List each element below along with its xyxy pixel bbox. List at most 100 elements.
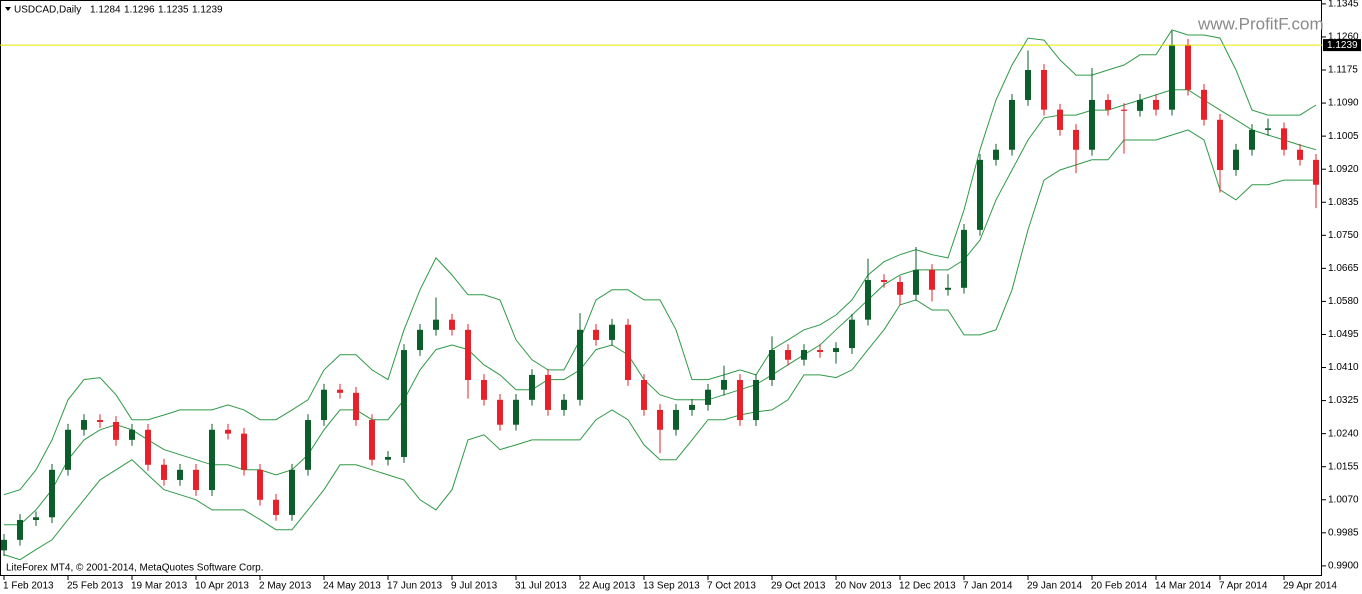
candle-body: [1217, 119, 1223, 170]
watermark: www.ProfitF.com: [1197, 14, 1324, 33]
candle-body: [577, 329, 583, 400]
candle-body: [1169, 44, 1175, 110]
candle-body: [913, 269, 919, 295]
candle-body: [705, 389, 711, 405]
candle-body: [113, 421, 119, 440]
copyright: LiteForex MT4, © 2001-2014, MetaQuotes S…: [6, 563, 264, 574]
candle-body: [1201, 89, 1207, 120]
candle-body: [225, 429, 231, 434]
candle-body: [417, 329, 423, 351]
candle-body: [1073, 129, 1079, 150]
candle-body: [961, 229, 967, 288]
candle-body: [1265, 128, 1271, 130]
candle-body: [1297, 149, 1303, 160]
candle-body: [609, 324, 615, 340]
candle-body: [241, 433, 247, 470]
candle-body: [273, 499, 279, 515]
y-tick-label: 1.0835: [1328, 197, 1359, 208]
x-tick-label: 24 May 2013: [323, 581, 381, 592]
candle-body: [1089, 99, 1095, 150]
candle-body: [33, 517, 39, 520]
x-tick-label: 1 Feb 2013: [3, 581, 54, 592]
candle-body: [737, 379, 743, 421]
candle-body: [561, 399, 567, 410]
plot-frame: [0, 0, 1322, 576]
band-upper: [3, 29, 1317, 496]
candle-body: [257, 469, 263, 500]
x-tick-label: 19 Mar 2013: [131, 581, 188, 592]
candle-body: [801, 350, 807, 360]
x-tick-label: 14 Mar 2014: [1155, 581, 1212, 592]
candle-body: [1185, 44, 1191, 90]
candle-body: [993, 149, 999, 160]
candle-body: [513, 399, 519, 425]
candle-body: [465, 329, 471, 380]
candle-body: [529, 374, 535, 400]
x-tick-label: 20 Nov 2013: [835, 581, 892, 592]
candle-body: [49, 469, 55, 518]
candle-body: [145, 429, 151, 465]
candle-body: [177, 469, 183, 480]
candle-body: [289, 469, 295, 515]
candle-body: [849, 319, 855, 349]
candle-body: [593, 329, 599, 340]
candle-body: [769, 350, 775, 380]
header-close: 1.1239: [192, 5, 223, 16]
candle-body: [449, 319, 455, 330]
candle-body: [209, 429, 215, 491]
candle-body: [1009, 99, 1015, 150]
y-tick-label: 1.0580: [1328, 296, 1359, 307]
y-tick-label: 1.0070: [1328, 494, 1359, 505]
candle-body: [929, 269, 935, 290]
y-tick-label: 1.0920: [1328, 164, 1359, 175]
candle-body: [1121, 109, 1127, 111]
candle-body: [1041, 70, 1047, 110]
candle-body: [1105, 99, 1111, 110]
candle-body: [865, 280, 871, 320]
candle-body: [977, 159, 983, 230]
y-tick-label: 1.1345: [1328, 0, 1359, 10]
candle-body: [1137, 99, 1143, 111]
candle-body: [817, 350, 823, 352]
y-tick-label: 1.1090: [1328, 98, 1359, 109]
candle-body: [65, 429, 71, 470]
y-tick-label: 1.0155: [1328, 461, 1359, 472]
candle-body: [481, 379, 487, 400]
candle-body: [385, 456, 391, 460]
y-tick-label: 0.9900: [1328, 561, 1359, 572]
candle-body: [881, 280, 887, 282]
x-tick-label: 22 Aug 2013: [579, 581, 636, 592]
price-label-box: [1323, 39, 1361, 52]
candle-body: [1153, 99, 1159, 110]
x-tick-label: 2 May 2013: [259, 581, 312, 592]
x-tick-label: 29 Apr 2014: [1283, 581, 1337, 592]
menu-arrow[interactable]: [5, 7, 11, 11]
candle-body: [305, 420, 311, 470]
candle-body: [193, 469, 199, 491]
x-tick-label: 17 Jun 2013: [387, 581, 442, 592]
candle-body: [1313, 159, 1319, 185]
candle-body: [321, 389, 327, 421]
candle-body: [17, 519, 23, 540]
x-tick-label: 13 Sep 2013: [643, 581, 700, 592]
candle-body: [81, 420, 87, 430]
y-tick-label: 1.1260: [1328, 32, 1359, 43]
candle-body: [753, 379, 759, 421]
price-label: 1.1239: [1327, 40, 1358, 51]
candle-body: [1025, 70, 1031, 100]
band-lower: [3, 129, 1316, 561]
candle-body: [129, 429, 135, 440]
candle-body: [1249, 129, 1255, 150]
y-tick-label: 1.0665: [1328, 263, 1359, 274]
candle-body: [897, 281, 903, 295]
candle-body: [785, 350, 791, 360]
candle-body: [353, 392, 359, 421]
candle-body: [545, 374, 551, 410]
y-tick-label: 1.0495: [1328, 329, 1359, 340]
header-open: 1.1284: [90, 5, 121, 16]
x-tick-label: 7 Jan 2014: [963, 581, 1013, 592]
candle-body: [625, 324, 631, 380]
y-tick-label: 0.9985: [1328, 527, 1359, 538]
candle-body: [161, 464, 167, 480]
